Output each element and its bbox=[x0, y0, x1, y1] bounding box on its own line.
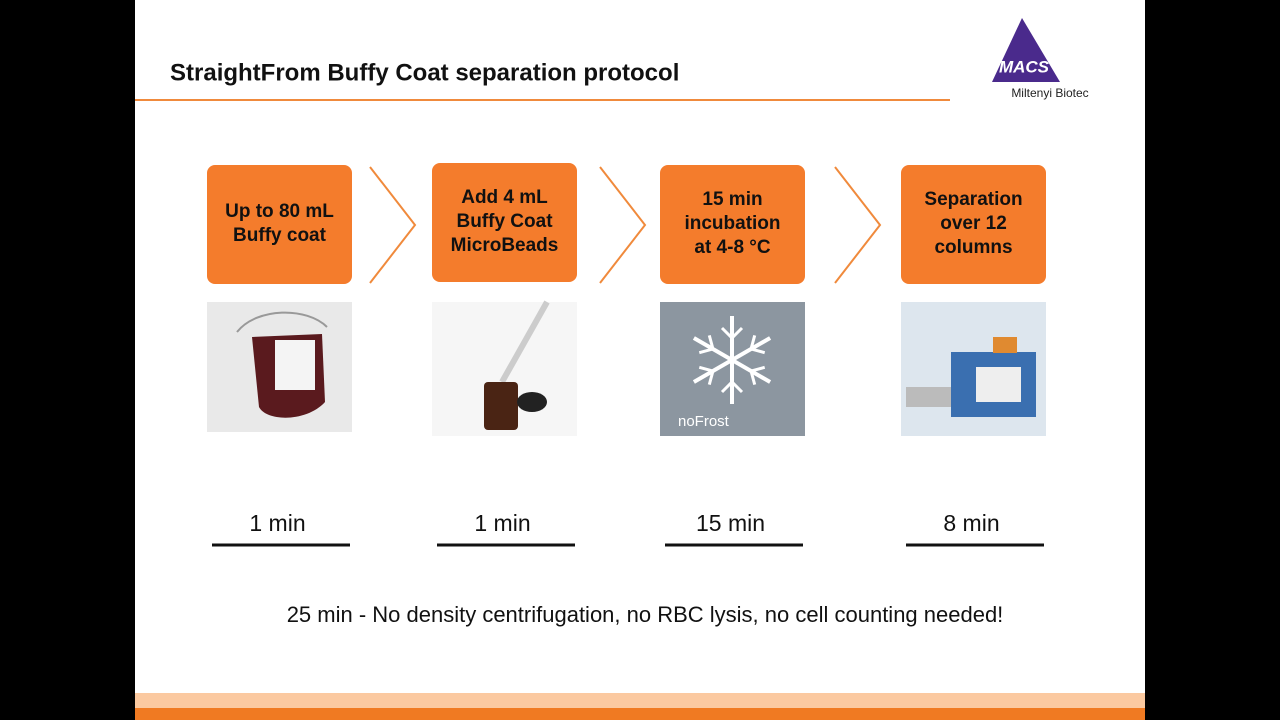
snowflake-arm bbox=[692, 358, 733, 386]
step-text: columns bbox=[934, 237, 1012, 258]
step-time: 15 min bbox=[696, 510, 765, 536]
base bbox=[906, 387, 951, 407]
step-text: Buffy coat bbox=[233, 225, 327, 246]
chevron bbox=[599, 166, 647, 284]
rack bbox=[976, 367, 1021, 402]
logo-mark: MACS bbox=[999, 57, 1050, 76]
step-image bbox=[901, 302, 1046, 436]
arm-branch bbox=[720, 326, 744, 341]
step-text: at 4-8 °C bbox=[694, 237, 771, 258]
cap bbox=[517, 392, 547, 412]
step-text: Add 4 mL bbox=[461, 187, 548, 208]
footer-band bbox=[135, 693, 1145, 708]
step-text: Up to 80 mL bbox=[225, 201, 334, 222]
arm-branch bbox=[749, 365, 766, 386]
step-image bbox=[207, 302, 352, 432]
step-text: Buffy Coat bbox=[456, 211, 553, 232]
image-caption: noFrost bbox=[678, 413, 730, 430]
footer-band bbox=[135, 708, 1145, 720]
step-image: noFrost bbox=[660, 302, 805, 436]
slide-title: StraightFrom Buffy Coat separation proto… bbox=[170, 59, 679, 86]
step-text: Separation bbox=[924, 189, 1022, 210]
step-text: incubation bbox=[684, 213, 780, 234]
step-text: MicroBeads bbox=[451, 235, 559, 256]
pipette bbox=[499, 300, 550, 384]
arm-branch bbox=[698, 334, 715, 355]
step-image bbox=[432, 300, 577, 436]
arm-branch bbox=[698, 365, 715, 386]
bottle bbox=[484, 382, 518, 430]
logo-triangle bbox=[992, 18, 1060, 82]
step-box bbox=[660, 165, 805, 284]
logo: MACS Miltenyi Biotec bbox=[992, 18, 1089, 100]
arm-branch bbox=[749, 334, 766, 355]
display bbox=[993, 337, 1017, 353]
bag-tube bbox=[236, 311, 328, 333]
snowflake-arm bbox=[692, 334, 733, 362]
step-box bbox=[901, 165, 1046, 284]
step-time: 8 min bbox=[943, 510, 999, 536]
step-text: over 12 bbox=[940, 213, 1007, 234]
logo-company: Miltenyi Biotec bbox=[1011, 86, 1088, 100]
bag-label bbox=[275, 340, 315, 390]
snowflake-arm bbox=[731, 358, 772, 386]
summary: 25 min - No density centrifugation, no R… bbox=[287, 602, 1004, 627]
snowflake-arm bbox=[720, 316, 744, 360]
step-text: 15 min bbox=[702, 189, 762, 210]
step-box bbox=[207, 165, 352, 284]
chevron bbox=[369, 166, 417, 284]
snowflake-arm bbox=[731, 334, 772, 362]
step-time: 1 min bbox=[474, 510, 530, 536]
chevron bbox=[834, 166, 882, 284]
step-time: 1 min bbox=[249, 510, 305, 536]
snowflake-arm bbox=[720, 360, 744, 404]
step-box bbox=[432, 163, 577, 282]
arm-branch bbox=[720, 379, 744, 394]
